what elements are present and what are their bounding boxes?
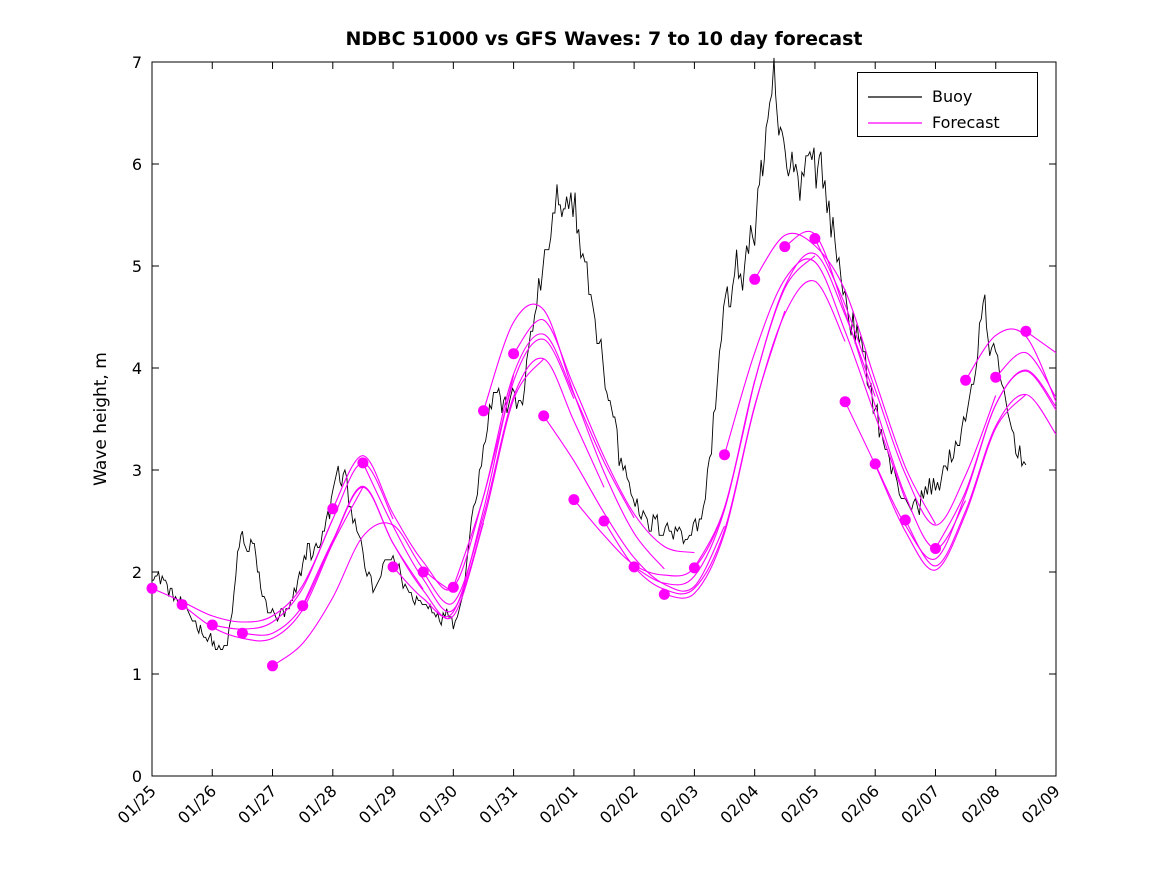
x-tick-label: 02/01 (536, 781, 582, 827)
x-tick-label: 01/29 (355, 781, 401, 827)
plot-area: 01/25 01/26 01/27 01/28 01/29 01/30 01/31 02/01… (114, 53, 1064, 827)
x-tick-label: 02/04 (716, 781, 762, 827)
x-tick-label: 02/03 (656, 781, 702, 827)
forecast-start-marker (839, 396, 851, 408)
forecast-start-marker (598, 515, 610, 527)
forecast-line (874, 370, 1057, 560)
x-tick-label: 02/06 (837, 781, 883, 827)
forecast-start-marker (267, 660, 278, 672)
x-tick-label: 01/26 (174, 781, 220, 827)
forecast-start-marker (990, 371, 1002, 383)
axes-box (151, 61, 1057, 777)
forecast-start-marker (297, 600, 309, 612)
forecast-line (723, 258, 906, 500)
forecast-start-marker (869, 458, 881, 470)
forecast-start-marker (206, 619, 218, 631)
forecast-start-marker (779, 241, 791, 253)
y-axis-label: Wave height, m (91, 352, 111, 486)
x-tick-label: 02/05 (777, 781, 823, 827)
forecast-line (543, 415, 725, 592)
y-tick-label: 6 (132, 155, 142, 174)
forecast-start-marker (749, 273, 761, 285)
forecast-start-marker (176, 599, 188, 611)
forecast-start-marker (658, 588, 670, 600)
forecast-line (513, 319, 695, 554)
legend: Buoy Forecast (857, 72, 1038, 137)
forecast-start-marker (538, 410, 550, 422)
forecast-line (904, 393, 1057, 567)
y-tick-label: 2 (132, 563, 142, 582)
legend-box (857, 72, 1038, 137)
y-tick-label: 5 (132, 257, 142, 276)
x-tick-label: 02/08 (958, 781, 1004, 827)
forecast-line (362, 358, 545, 613)
forecast-line (995, 352, 1057, 398)
x-tick-label: 02/07 (897, 781, 943, 827)
forecast-line (603, 310, 786, 595)
x-tick-label: 01/27 (234, 781, 280, 827)
legend-buoy-label: Buoy (932, 87, 972, 106)
x-tick-label: 01/30 (415, 781, 461, 827)
y-tick-label: 3 (132, 461, 142, 480)
forecast-start-marker (1020, 325, 1032, 337)
forecast-start-marker (357, 457, 369, 469)
x-tick-label: 02/02 (596, 781, 642, 827)
forecast-line (392, 338, 575, 618)
y-tick-label: 0 (132, 767, 142, 786)
forecast-start-marker (146, 582, 158, 594)
forecast-start-marker (478, 405, 489, 417)
forecast-start-marker (387, 561, 399, 573)
forecast-line (452, 333, 635, 588)
y-tick-label: 4 (132, 359, 142, 378)
forecast-start-marker (508, 348, 520, 360)
forecast-start-marker (688, 562, 700, 574)
forecast-start-marker (417, 566, 429, 578)
forecast-start-marker (447, 581, 459, 593)
forecast-line (664, 279, 846, 599)
forecast-start-marker (930, 543, 941, 554)
forecast-start-marker (327, 503, 339, 515)
forecast-start-marker (809, 233, 821, 244)
forecast-line (1025, 330, 1057, 354)
forecast-line (302, 485, 485, 620)
forecast-line (935, 369, 1057, 549)
buoy-line (152, 57, 1027, 650)
chart-title: NDBC 51000 vs GFS Waves: 7 to 10 day for… (345, 28, 862, 50)
forecast-start-marker (899, 514, 911, 526)
forecast-start-marker (719, 449, 730, 461)
forecast-start-marker (628, 561, 640, 573)
x-tick-label: 01/31 (475, 781, 521, 827)
forecast-start-marker (236, 627, 248, 639)
forecast-line (482, 303, 665, 570)
legend-forecast-label: Forecast (932, 113, 1000, 132)
y-tick-label: 7 (132, 53, 142, 72)
x-tick-label: 01/25 (114, 781, 160, 827)
y-tick-label: 1 (132, 665, 142, 684)
forecast-line (693, 252, 876, 569)
forecast-line (754, 232, 936, 525)
forecast-line (965, 328, 1057, 402)
forecast-start-marker (960, 374, 972, 386)
x-tick-label: 02/09 (1018, 781, 1064, 827)
x-tick-label: 01/28 (295, 781, 341, 827)
forecast-line (814, 238, 997, 526)
forecast-start-marker (568, 494, 580, 506)
forecast-line (422, 357, 605, 605)
